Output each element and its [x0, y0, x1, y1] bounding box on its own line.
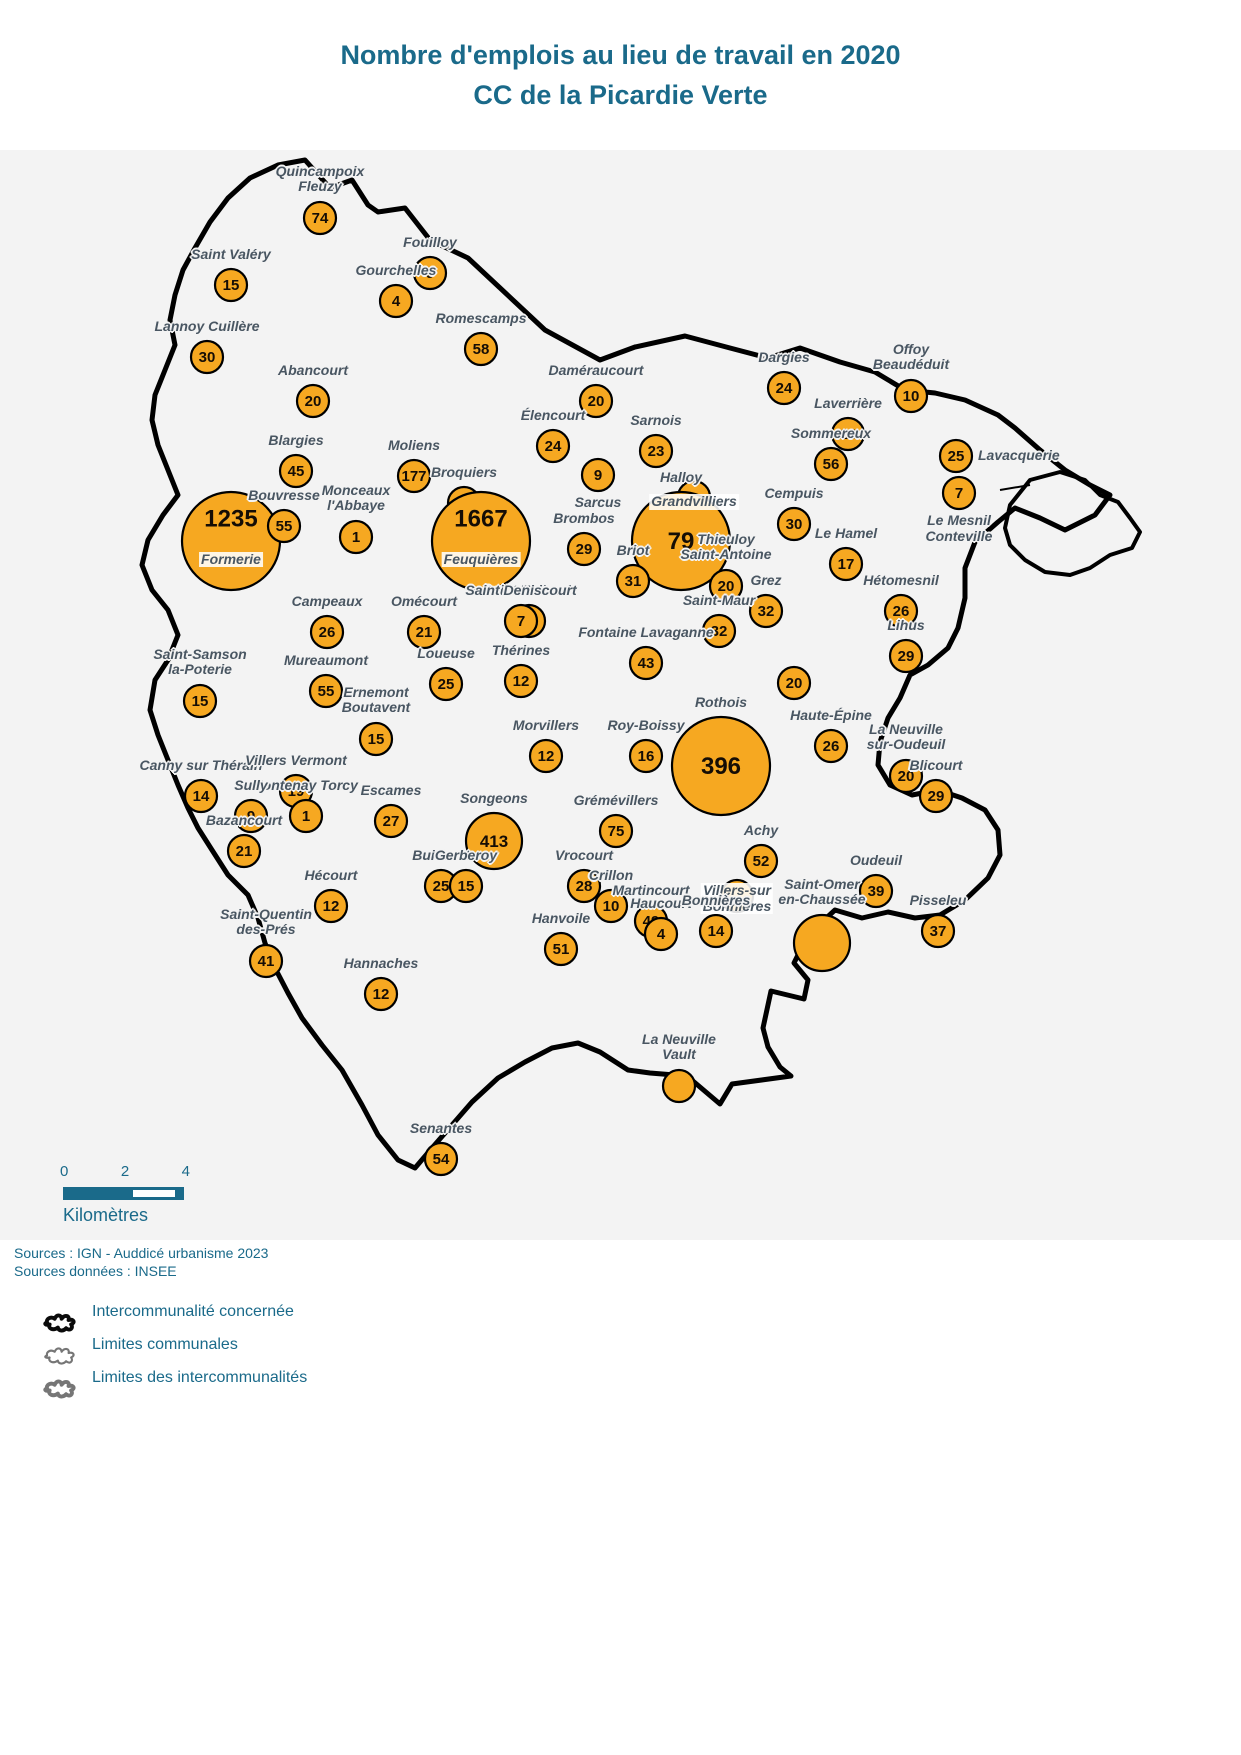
svg-text:9: 9 — [426, 265, 434, 282]
svg-text:26: 26 — [823, 738, 840, 755]
svg-text:12: 12 — [538, 748, 555, 765]
svg-text:20: 20 — [718, 578, 735, 595]
svg-text:15: 15 — [368, 731, 385, 748]
svg-text:43: 43 — [638, 655, 655, 672]
svg-text:32: 32 — [758, 603, 775, 620]
svg-text:29: 29 — [898, 648, 915, 665]
svg-text:15: 15 — [458, 878, 475, 895]
svg-text:23: 23 — [648, 443, 665, 460]
svg-text:17: 17 — [838, 556, 855, 573]
svg-text:7: 7 — [517, 613, 525, 630]
svg-text:1667: 1667 — [454, 505, 507, 532]
svg-text:16: 16 — [638, 748, 655, 765]
svg-text:37: 37 — [930, 923, 947, 940]
svg-text:4: 4 — [657, 926, 666, 943]
svg-text:21: 21 — [236, 843, 253, 860]
svg-text:20: 20 — [305, 393, 322, 410]
svg-text:14: 14 — [193, 788, 210, 805]
svg-text:28: 28 — [576, 878, 593, 895]
svg-text:29: 29 — [928, 788, 945, 805]
svg-text:32: 32 — [711, 623, 728, 640]
svg-text:41: 41 — [258, 953, 275, 970]
svg-text:18: 18 — [840, 426, 857, 443]
svg-text:30: 30 — [786, 516, 803, 533]
svg-text:19: 19 — [288, 783, 305, 800]
svg-text:10: 10 — [903, 388, 920, 405]
svg-text:31: 31 — [625, 573, 642, 590]
svg-text:14: 14 — [708, 923, 725, 940]
svg-text:55: 55 — [318, 683, 335, 700]
svg-text:20: 20 — [898, 768, 915, 785]
svg-text:15: 15 — [223, 277, 240, 294]
svg-text:12: 12 — [323, 898, 340, 915]
svg-text:21: 21 — [416, 624, 433, 641]
svg-text:1235: 1235 — [204, 505, 257, 532]
svg-text:45: 45 — [288, 463, 305, 480]
svg-text:177: 177 — [401, 468, 426, 485]
svg-text:12: 12 — [373, 986, 390, 1003]
svg-text:413: 413 — [480, 832, 508, 851]
svg-text:52: 52 — [753, 853, 770, 870]
svg-text:24: 24 — [545, 438, 562, 455]
svg-text:1: 1 — [352, 529, 360, 546]
svg-text:26: 26 — [893, 603, 910, 620]
svg-text:20: 20 — [588, 393, 605, 410]
svg-text:9: 9 — [594, 467, 602, 484]
svg-text:58: 58 — [473, 341, 490, 358]
svg-text:55: 55 — [276, 518, 293, 535]
svg-text:30: 30 — [199, 349, 216, 366]
svg-text:26: 26 — [319, 624, 336, 641]
svg-text:74: 74 — [312, 210, 329, 227]
svg-text:29: 29 — [576, 541, 593, 558]
svg-text:24: 24 — [776, 380, 793, 397]
svg-text:4: 4 — [392, 293, 401, 310]
svg-text:12: 12 — [513, 673, 530, 690]
svg-text:25: 25 — [433, 878, 450, 895]
svg-text:25: 25 — [948, 448, 965, 465]
svg-text:56: 56 — [823, 456, 840, 473]
svg-text:79: 79 — [668, 528, 695, 555]
svg-text:39: 39 — [868, 883, 885, 900]
svg-text:9: 9 — [247, 808, 255, 825]
svg-text:54: 54 — [433, 1151, 450, 1168]
svg-text:27: 27 — [383, 813, 400, 830]
svg-text:25: 25 — [438, 676, 455, 693]
svg-text:75: 75 — [608, 823, 625, 840]
svg-text:1: 1 — [302, 808, 310, 825]
svg-text:10: 10 — [603, 898, 620, 915]
svg-text:15: 15 — [192, 693, 209, 710]
svg-text:396: 396 — [701, 753, 741, 780]
svg-text:7: 7 — [955, 485, 963, 502]
svg-text:51: 51 — [553, 941, 570, 958]
svg-text:20: 20 — [786, 675, 803, 692]
